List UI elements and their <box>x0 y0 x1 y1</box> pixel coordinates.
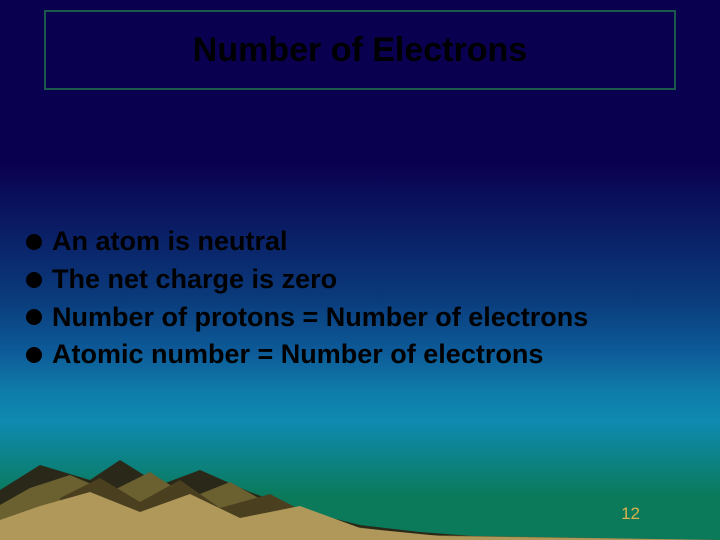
bullet-list: An atom is neutral The net charge is zer… <box>26 225 694 376</box>
bullet-text: Number of protons = Number of electrons <box>52 301 588 335</box>
bullet-icon <box>26 272 42 288</box>
bullet-text: An atom is neutral <box>52 225 288 259</box>
list-item: Number of protons = Number of electrons <box>26 301 694 335</box>
list-item: The net charge is zero <box>26 263 694 297</box>
page-number: 12 <box>621 504 640 524</box>
bullet-icon <box>26 309 42 325</box>
bullet-text: Atomic number = Number of electrons <box>52 338 543 372</box>
list-item: Atomic number = Number of electrons <box>26 338 694 372</box>
bullet-icon <box>26 347 42 363</box>
mountain-decor <box>0 420 720 540</box>
slide-title: Number of Electrons <box>193 31 527 70</box>
list-item: An atom is neutral <box>26 225 694 259</box>
bullet-icon <box>26 234 42 250</box>
title-box: Number of Electrons <box>44 10 676 90</box>
bullet-text: The net charge is zero <box>52 263 337 297</box>
